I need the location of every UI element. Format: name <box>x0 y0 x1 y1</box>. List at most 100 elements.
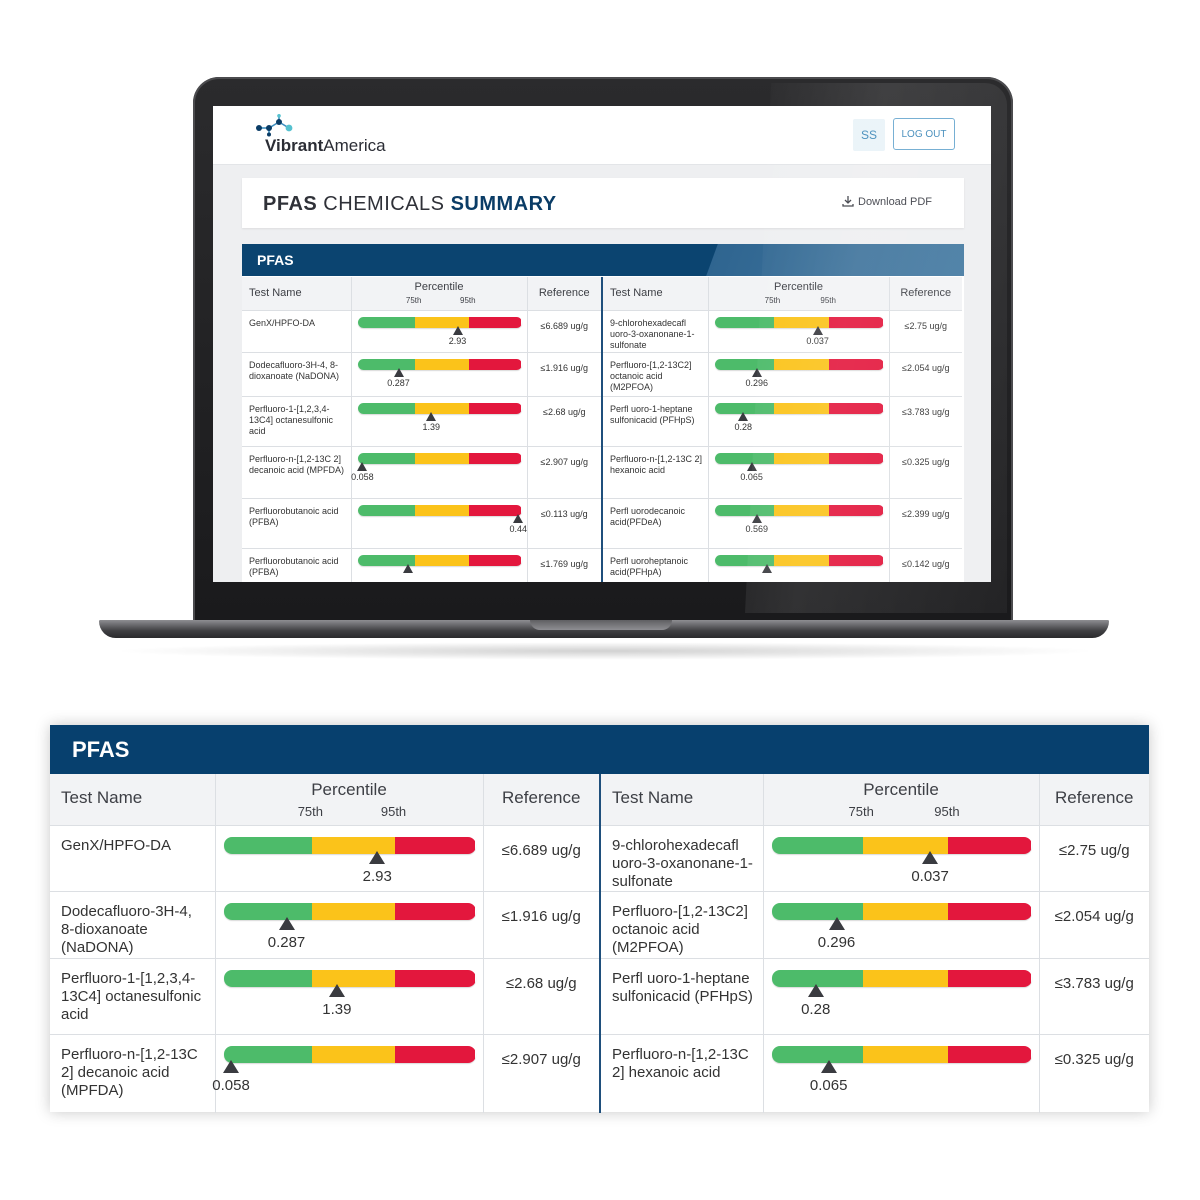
bar-segment-yellow <box>773 317 830 328</box>
reference-cell: ≤6.689 ug/g <box>483 825 601 892</box>
bar-segment-green <box>714 317 774 328</box>
percentile-marker-icon <box>812 326 823 335</box>
bar-segment-green <box>223 837 312 854</box>
table-row[interactable]: GenX/HPFO-DA 2.93 ≤6.689 ug/g 9-chlorohexad… <box>50 825 1149 892</box>
test-name-cell: Perfluoro-n-[1,2-13C 2] hexanoic acid <box>602 446 709 499</box>
bar-segment-red <box>394 1046 476 1063</box>
percentile-cell: 0.569 <box>708 498 890 549</box>
bar-segment-red <box>394 837 476 854</box>
table-row[interactable]: Dodecafluoro-3H-4, 8-dioxanoate (NaDONA)… <box>50 891 1149 959</box>
percentile-marker-icon <box>357 462 368 471</box>
bar-segment-red <box>948 837 1032 854</box>
percentile-marker-icon <box>820 1060 837 1073</box>
reference-header-label: Reference <box>502 788 581 807</box>
test-name: Perfluoro-1-[1,2,3,4-13C4] octanesulfoni… <box>249 404 334 436</box>
measured-value: 1.39 <box>422 422 441 432</box>
reference-value: ≤2.68 ug/g <box>505 975 577 992</box>
bar-segment-yellow <box>414 403 469 414</box>
percentile-header-label: Percentile <box>311 780 387 799</box>
bar-segment-yellow <box>414 359 469 370</box>
test-name-cell: GenX/HPFO-DA <box>50 825 216 892</box>
download-pdf-button[interactable]: Download PDF <box>842 195 932 208</box>
reference-value: ≤1.769 ug/g <box>540 559 588 569</box>
bar-segment-red <box>948 970 1032 987</box>
table-row[interactable]: Perfluorobutanoic acid (PFBA) 0.44 ≤0.113 … <box>242 498 962 549</box>
reference-value: ≤2.907 ug/g <box>501 1051 581 1068</box>
detail-results-table-wrap: Test Name Percentile 75th 95th Reference Test… <box>50 774 1149 1113</box>
detail-panel-header: PFAS <box>50 725 1149 774</box>
pfas-detail-panel: PFAS Test Name Percentile 75th 95th Referenc… <box>50 725 1149 1113</box>
table-row[interactable]: Perfluoro-n-[1,2-13C 2] decanoic acid (M… <box>242 446 962 499</box>
percentile-marker-icon <box>746 462 757 471</box>
table-row[interactable]: Perfluoro-1-[1,2,3,4-13C4] octanesulfoni… <box>242 396 962 447</box>
summary-bar: PFAS CHEMICALS SUMMARY Download PDF <box>242 178 964 228</box>
col-header-reference: Reference <box>1039 774 1149 826</box>
bar-segment-yellow <box>414 555 469 566</box>
test-name-cell: Perfl uoro-1-heptane sulfonicacid (PFHpS… <box>600 958 764 1035</box>
detail-header-row: Test Name Percentile 75th 95th Reference Test… <box>50 774 1149 826</box>
bar-segment-red <box>394 970 476 987</box>
bar-segment-yellow <box>773 555 830 566</box>
col-header-reference: Reference <box>483 774 601 826</box>
bar-segment-yellow <box>773 403 830 414</box>
col-header-percentile: Percentile 75th 95th <box>215 774 484 826</box>
test-name: Dodecafluoro-3H-4, 8-dioxanoate (NaDONA) <box>249 360 340 381</box>
table-row[interactable]: Perfluoro-n-[1,2-13C 2] decanoic acid (M… <box>50 1034 1149 1113</box>
percentile-marker-icon <box>328 984 345 997</box>
col-header-percentile: Percentile 75th 95th <box>763 774 1040 826</box>
measured-value: 1.39 <box>322 1001 352 1018</box>
col-header-test-name: Test Name <box>50 774 216 826</box>
logout-button[interactable]: LOG OUT <box>893 118 955 150</box>
percentile-cell: 0.296 <box>708 352 890 397</box>
test-name: Perfl uoroheptanoic acid(PFHpA) <box>610 556 689 577</box>
logo-text: VibrantAmerica <box>265 136 386 155</box>
reference-cell: ≤2.054 ug/g <box>1039 891 1149 959</box>
percentile-cell: 2.93 <box>351 310 528 353</box>
table-row[interactable]: GenX/HPFO-DA 2.93 ≤6.689 ug/g 9-chlorohexad… <box>242 310 962 353</box>
bar-segment-yellow <box>862 837 949 854</box>
user-avatar-button[interactable]: SS <box>853 119 885 151</box>
test-name: 9-chlorohexadecafl uoro-3-oxanonane-1-su… <box>610 318 695 350</box>
percentile-bar <box>357 317 522 328</box>
bar-segment-yellow <box>311 903 395 920</box>
col-header-reference: Reference <box>527 277 603 311</box>
percentile-cell: 0.296 <box>763 891 1040 959</box>
percentile-bar <box>357 505 522 516</box>
percentile-cell: 0.065 <box>763 1034 1040 1113</box>
percentile-marker-icon <box>807 984 824 997</box>
test-name: Perfluorobutanoic acid (PFBA) <box>249 556 339 577</box>
screen-pfas-panel: PFAS Test Name Percentile 75th 95th Referenc… <box>242 244 964 582</box>
percentile-marker-icon <box>403 564 414 573</box>
bar-segment-yellow <box>773 453 830 464</box>
reference-value: ≤0.325 ug/g <box>1054 1051 1134 1068</box>
test-name: Perfl uoro-1-heptane sulfonicacid (PFHpS… <box>610 404 695 425</box>
table-row[interactable]: Perfluoro-1-[1,2,3,4-13C4] octanesulfoni… <box>50 958 1149 1035</box>
test-name-cell: Perfluoro-n-[1,2-13C 2] hexanoic acid <box>600 1034 764 1113</box>
table-row[interactable]: Dodecafluoro-3H-4, 8-dioxanoate (NaDONA)… <box>242 352 962 397</box>
vibrant-america-logo[interactable]: VibrantAmerica <box>253 114 413 156</box>
reference-cell: ≤2.907 ug/g <box>483 1034 601 1113</box>
bar-segment-green <box>771 903 863 920</box>
test-name-cell: Perfluorobutanoic acid (PFBA) <box>242 498 352 549</box>
percentile-bar <box>223 970 476 987</box>
test-name-cell: Perfluoro-n-[1,2-13C 2] decanoic acid (M… <box>242 446 352 499</box>
detail-table: Test Name Percentile 75th 95th Reference Test… <box>50 774 1149 1113</box>
bar-segment-red <box>829 505 884 516</box>
reference-value: ≤2.907 ug/g <box>540 457 588 467</box>
table-row[interactable]: Perfluorobutanoic acid (PFBA) ≤1.769 ug/g… <box>242 548 962 582</box>
reference-cell: ≤3.783 ug/g <box>889 396 962 447</box>
reference-value: ≤0.113 ug/g <box>540 509 588 519</box>
test-name: Perfluoro-n-[1,2-13C 2] decanoic acid (M… <box>61 1046 198 1099</box>
percentile-cell: 0.287 <box>351 352 528 397</box>
test-name-cell: Perfluoro-1-[1,2,3,4-13C4] octanesulfoni… <box>50 958 216 1035</box>
reference-cell: ≤1.916 ug/g <box>483 891 601 959</box>
percentile-marker-icon <box>751 368 762 377</box>
percentile-cell: 0.037 <box>708 310 890 353</box>
reference-cell: ≤2.907 ug/g <box>527 446 603 499</box>
percentile-bar <box>357 453 522 464</box>
percentile-bar <box>771 1046 1032 1063</box>
bar-segment-green <box>771 1046 863 1063</box>
tick-label-75th: 75th <box>297 804 323 819</box>
percentile-cell: 1.39 <box>351 396 528 447</box>
percentile-bar <box>714 317 884 328</box>
